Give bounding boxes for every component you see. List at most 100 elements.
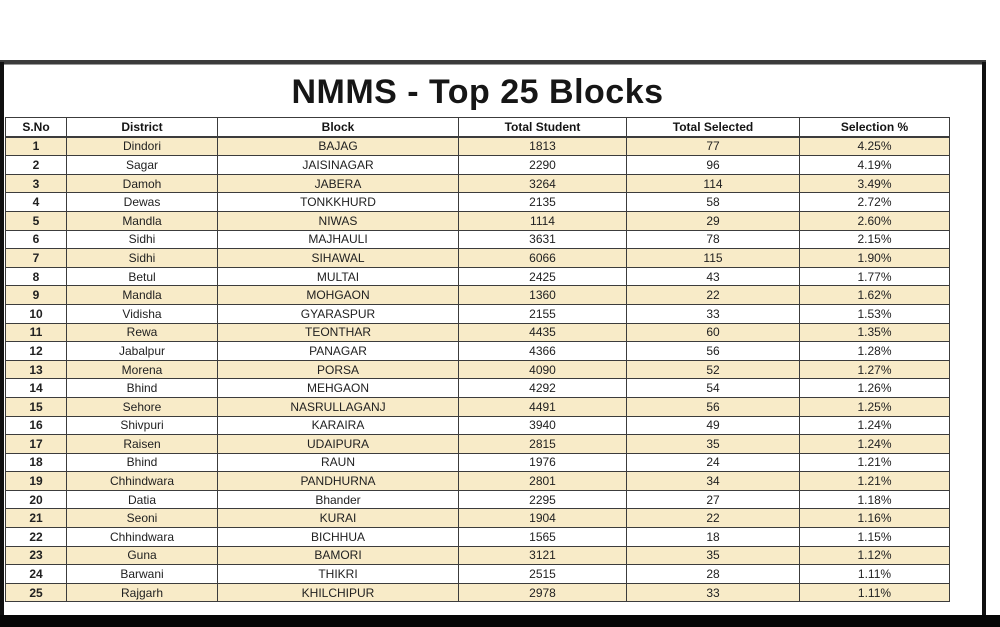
cell-total-selected: 49 [626,415,800,436]
cell-district: Rajgarh [66,582,218,603]
cell-district: Chhindwara [66,527,218,547]
cell-total-student: 1114 [458,210,627,231]
cell-block: JABERA [217,173,459,194]
cell-total-student: 2815 [458,434,627,454]
cell-district: Dewas [66,192,218,212]
cell-total-selected: 35 [626,434,800,454]
cell-district: Bhind [66,452,218,473]
cell-district: Rewa [66,322,218,343]
cell-district: Sidhi [66,229,218,250]
cell-total-selected: 58 [626,192,800,212]
table-row: 4 Dewas TONKKHURD 2135 58 2.72% [5,192,950,212]
cell-total-student: 2515 [458,564,627,584]
cell-total-selected: 56 [626,341,800,361]
cell-district: Damoh [66,173,218,194]
cell-district: Guna [66,545,218,566]
table-row: 23 Guna BAMORI 3121 35 1.12% [5,545,950,566]
cell-total-student: 2425 [458,266,627,287]
cell-selection-pct: 1.53% [799,303,950,324]
cell-total-selected: 77 [626,136,800,157]
column-header-sno: S.No [5,116,67,138]
cell-total-student: 4366 [458,341,627,361]
cell-district: Mandla [66,285,218,305]
cell-selection-pct: 1.11% [799,564,950,584]
left-border-line [0,62,4,616]
cell-total-student: 3940 [458,415,627,436]
cell-total-student: 3121 [458,545,627,566]
cell-selection-pct: 1.21% [799,471,950,491]
table-row: 9 Mandla MOHGAON 1360 22 1.62% [5,285,950,305]
cell-selection-pct: 1.26% [799,378,950,398]
cell-block: MAJHAULI [217,229,459,250]
cell-district: Betul [66,266,218,287]
cell-sno: 8 [5,266,67,287]
bottom-black-bar [0,615,1000,627]
cell-total-student: 1976 [458,452,627,473]
cell-sno: 19 [5,471,67,491]
cell-total-selected: 96 [626,155,800,175]
cell-total-selected: 22 [626,508,800,529]
cell-sno: 7 [5,248,67,268]
table-row: 20 Datia Bhander 2295 27 1.18% [5,489,950,510]
cell-district: Seoni [66,508,218,529]
table-row: 8 Betul MULTAI 2425 43 1.77% [5,266,950,287]
cell-total-student: 2135 [458,192,627,212]
cell-selection-pct: 1.62% [799,285,950,305]
cell-total-selected: 54 [626,378,800,398]
table-row: 14 Bhind MEHGAON 4292 54 1.26% [5,378,950,398]
table-row: 25 Rajgarh KHILCHIPUR 2978 33 1.11% [5,582,950,603]
cell-district: Datia [66,489,218,510]
cell-sno: 3 [5,173,67,194]
cell-selection-pct: 1.24% [799,415,950,436]
table-row: 3 Damoh JABERA 3264 114 3.49% [5,173,950,194]
cell-total-student: 4491 [458,396,627,417]
column-header-total-selected: Total Selected [626,116,800,138]
cell-district: Bhind [66,378,218,398]
cell-sno: 2 [5,155,67,175]
cell-district: Sehore [66,396,218,417]
cell-block: TEONTHAR [217,322,459,343]
cell-selection-pct: 1.28% [799,341,950,361]
cell-block: SIHAWAL [217,248,459,268]
cell-district: Jabalpur [66,341,218,361]
cell-block: NIWAS [217,210,459,231]
cell-block: MOHGAON [217,285,459,305]
cell-total-selected: 22 [626,285,800,305]
table-row: 17 Raisen UDAIPURA 2815 35 1.24% [5,434,950,454]
cell-sno: 14 [5,378,67,398]
table-row: 18 Bhind RAUN 1976 24 1.21% [5,452,950,473]
cell-district: Barwani [66,564,218,584]
cell-selection-pct: 2.60% [799,210,950,231]
cell-selection-pct: 2.72% [799,192,950,212]
table-row: 13 Morena PORSA 4090 52 1.27% [5,359,950,380]
cell-sno: 18 [5,452,67,473]
cell-sno: 13 [5,359,67,380]
table-row: 5 Mandla NIWAS 1114 29 2.60% [5,210,950,231]
table-body: 1 Dindori BAJAG 1813 77 4.25% 2 Sagar JAISINAGAR… [5,136,950,603]
cell-block: Bhander [217,489,459,510]
cell-total-student: 2978 [458,582,627,603]
cell-block: KHILCHIPUR [217,582,459,603]
cell-selection-pct: 1.25% [799,396,950,417]
column-header-district: District [66,116,218,138]
cell-sno: 1 [5,136,67,157]
cell-selection-pct: 1.11% [799,582,950,603]
table-row: 22 Chhindwara BICHHUA 1565 18 1.15% [5,527,950,547]
cell-sno: 12 [5,341,67,361]
cell-sno: 4 [5,192,67,212]
cell-total-selected: 56 [626,396,800,417]
cell-total-selected: 18 [626,527,800,547]
cell-total-selected: 52 [626,359,800,380]
cell-sno: 21 [5,508,67,529]
cell-sno: 10 [5,303,67,324]
cell-block: THIKRI [217,564,459,584]
table-row: 19 Chhindwara PANDHURNA 2801 34 1.21% [5,471,950,491]
cell-total-student: 3631 [458,229,627,250]
cell-selection-pct: 2.15% [799,229,950,250]
cell-sno: 25 [5,582,67,603]
cell-sno: 22 [5,527,67,547]
cell-sno: 24 [5,564,67,584]
cell-selection-pct: 1.15% [799,527,950,547]
cell-total-student: 1904 [458,508,627,529]
table-row: 11 Rewa TEONTHAR 4435 60 1.35% [5,322,950,343]
